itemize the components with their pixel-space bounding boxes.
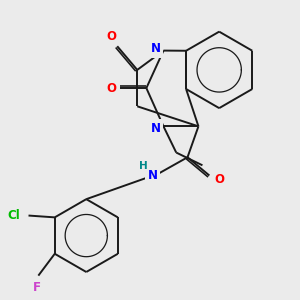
Text: O: O — [214, 173, 225, 186]
Text: F: F — [33, 281, 41, 294]
Text: N: N — [148, 169, 158, 182]
Text: N: N — [151, 42, 160, 55]
Text: H: H — [139, 161, 148, 171]
Text: Cl: Cl — [8, 209, 20, 222]
Text: N: N — [151, 122, 160, 135]
Text: O: O — [107, 29, 117, 43]
Text: O: O — [106, 82, 116, 94]
